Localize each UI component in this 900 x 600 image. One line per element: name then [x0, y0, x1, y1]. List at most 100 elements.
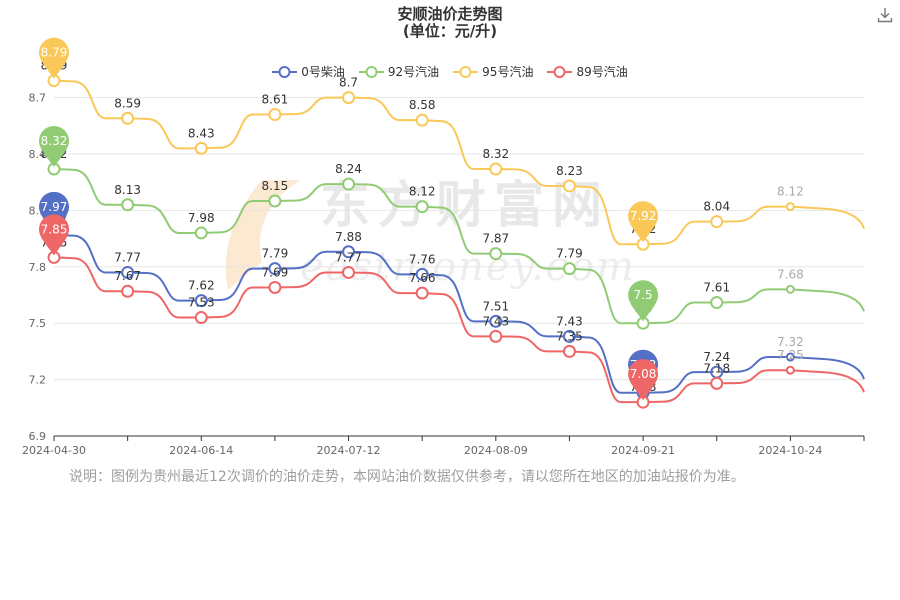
- data-label: 7.79: [262, 247, 289, 261]
- data-point: [268, 194, 282, 208]
- data-label: 8.32: [482, 147, 509, 161]
- y-tick-label: 6.9: [29, 430, 47, 443]
- data-label: 7.32: [777, 335, 804, 349]
- data-point: [121, 284, 135, 298]
- data-point: [785, 284, 795, 294]
- legend-label: 92号汽油: [387, 65, 440, 79]
- data-label: 7.98: [188, 211, 215, 225]
- legend-line-icon: [453, 65, 479, 78]
- extreme-pin: [628, 201, 659, 243]
- y-tick-label: 7.2: [29, 374, 47, 387]
- data-point: [710, 376, 724, 390]
- data-label: 8.15: [262, 179, 289, 193]
- chart-title: 安顺油价走势图: [397, 5, 503, 23]
- data-point: [710, 215, 724, 229]
- data-point: [785, 202, 795, 212]
- data-label: 7.67: [114, 269, 141, 283]
- data-label: 7.77: [114, 250, 141, 264]
- data-point: [268, 108, 282, 122]
- legend-item[interactable]: 89号汽油: [547, 63, 628, 80]
- data-point: [342, 245, 356, 259]
- data-point: [562, 179, 576, 193]
- data-label: 7.77: [335, 250, 362, 264]
- data-point: [194, 141, 208, 155]
- x-tick-label: 2024-04-30: [22, 444, 86, 457]
- data-point: [194, 294, 208, 308]
- extreme-pin: [39, 126, 69, 168]
- data-label: 8.23: [556, 164, 583, 178]
- data-point: [562, 262, 576, 276]
- data-label: 8.04: [703, 200, 730, 214]
- legend-line-icon: [547, 65, 573, 78]
- data-label: 7.62: [188, 279, 215, 293]
- data-label: 7.69: [262, 265, 289, 279]
- legend: 0号柴油 92号汽油 95号汽油 89号汽油: [0, 63, 900, 80]
- data-point: [121, 198, 135, 212]
- extreme-pin-label: 7.08: [630, 367, 657, 381]
- data-point: [121, 265, 135, 279]
- extreme-pin: [628, 359, 659, 401]
- grid-lines: [54, 97, 864, 437]
- data-point: [415, 200, 429, 214]
- y-tick-label: 7.8: [29, 261, 47, 274]
- data-label: 8.58: [409, 98, 436, 112]
- legend-item[interactable]: 95号汽油: [453, 63, 533, 80]
- data-point: [194, 311, 208, 325]
- legend-label: 0号柴油: [301, 65, 345, 79]
- data-point: [268, 280, 282, 294]
- extreme-pin-label: 7.85: [41, 222, 68, 236]
- download-icon[interactable]: [876, 6, 894, 24]
- extreme-pin-label: 7.97: [41, 200, 68, 214]
- extreme-pin-label: 7.5: [634, 288, 653, 302]
- data-label: 7.76: [409, 252, 436, 266]
- data-label: 7.53: [188, 296, 215, 310]
- extreme-pin-label: 8.79: [41, 46, 68, 60]
- data-point: [415, 113, 429, 127]
- chart-subtitle: (单位：元/升): [402, 22, 498, 40]
- x-tick-label: 2024-10-24: [758, 444, 822, 457]
- data-label: 8.61: [262, 93, 289, 107]
- chart-title-block: 安顺油价走势图 (单位：元/升): [0, 6, 900, 40]
- data-point: [342, 265, 356, 279]
- data-label: 7.18: [703, 361, 730, 375]
- data-point: [489, 314, 503, 328]
- data-label: 8.59: [114, 96, 141, 110]
- extreme-pin: [39, 214, 69, 256]
- data-point: [562, 344, 576, 358]
- data-point: [785, 365, 795, 375]
- data-point: [342, 177, 356, 191]
- data-label: 7.61: [703, 281, 730, 295]
- data-point: [489, 247, 503, 261]
- legend-line-icon: [358, 65, 384, 78]
- data-point: [342, 91, 356, 105]
- y-tick-label: 8.7: [29, 92, 47, 105]
- data-label: 7.35: [556, 329, 583, 343]
- legend-item[interactable]: 92号汽油: [358, 63, 440, 80]
- data-label: 7.88: [335, 230, 362, 244]
- data-label: 7.43: [482, 314, 509, 328]
- data-point: [710, 296, 724, 310]
- x-tick-label: 2024-08-09: [464, 444, 528, 457]
- data-label: 7.43: [556, 314, 583, 328]
- data-point: [415, 267, 429, 281]
- data-label: 8.13: [114, 183, 141, 197]
- data-label: 7.51: [482, 299, 509, 313]
- legend-label: 95号汽油: [482, 65, 534, 79]
- data-label: 8.43: [188, 126, 215, 140]
- data-point: [489, 162, 503, 176]
- chart-note: 说明：图例为贵州最近12次调价的油价走势，本网站油价数据仅供参考，请以您所在地区…: [69, 469, 745, 485]
- x-tick-label: 2024-06-14: [169, 444, 233, 457]
- data-point: [489, 329, 503, 343]
- data-point: [415, 286, 429, 300]
- data-label: 7.68: [777, 267, 804, 281]
- legend-item[interactable]: 0号柴油: [272, 63, 345, 80]
- y-tick-label: 7.5: [29, 317, 47, 330]
- data-label: 7.79: [556, 247, 583, 261]
- legend-line-icon: [272, 65, 298, 78]
- series-lines: [53, 79, 865, 404]
- data-point: [562, 329, 576, 343]
- data-label: 7.87: [482, 232, 509, 246]
- extreme-pin-label: 8.32: [41, 134, 68, 148]
